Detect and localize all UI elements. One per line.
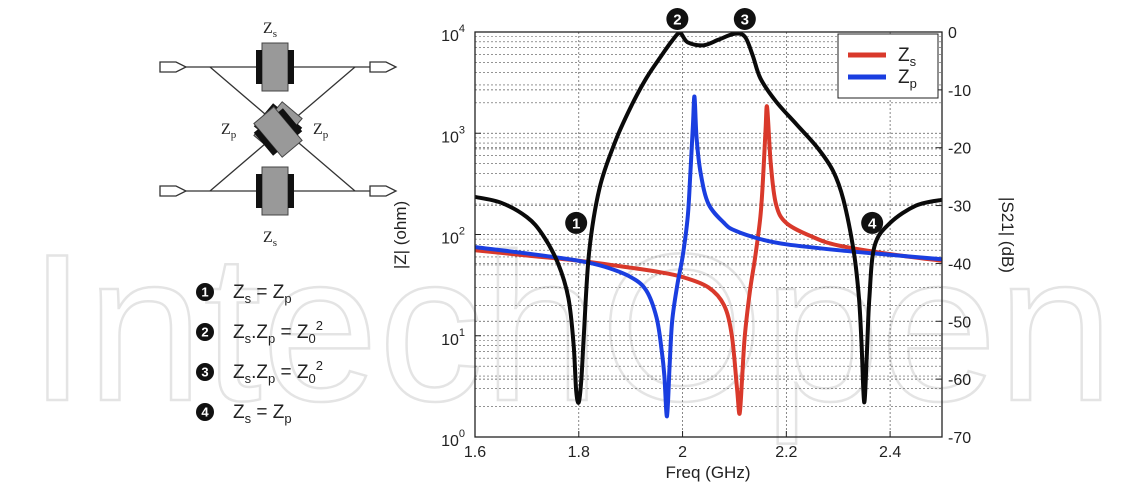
svg-text:Zp: Zp <box>898 67 917 91</box>
resonator-zs-bottom <box>256 166 294 216</box>
x-tick-label: 1.6 <box>464 444 486 461</box>
y-right-tick-label: 0 <box>948 25 957 42</box>
svg-text:Zs = Zp: Zs = Zp <box>233 402 292 426</box>
x-axis-label: Freq (GHz) <box>666 463 751 482</box>
y-axis-left-label: |Z| (ohm) <box>391 201 410 269</box>
chart-ticks: 1.6 1.8 2 2.2 2.4 100 101 102 103 104 0 -10 -20 -30 -4… <box>441 23 971 461</box>
y-left-tick-label: 104 <box>441 23 465 45</box>
port-top-right <box>369 61 398 73</box>
y-right-tick-label: -40 <box>948 256 971 273</box>
condition-item-1: 1 Zs = Zp <box>196 282 292 306</box>
y-left-tick-label: 102 <box>441 226 465 248</box>
legend-entry-zs: Zs <box>848 45 917 69</box>
legend-entry-zp: Zp <box>848 67 917 91</box>
y-axis-right-label: |S21| (dB) <box>998 197 1017 273</box>
svg-text:2: 2 <box>201 325 208 340</box>
label-zs-bottom: Zs <box>263 229 277 249</box>
condition-item-3: 3 Zs.Zp = Z02 <box>196 358 323 386</box>
x-tick-label: 2 <box>678 444 687 461</box>
label-zp-right: Zp <box>313 121 329 141</box>
resonator-zs-top <box>256 42 294 92</box>
chart-marker-1: 1 <box>565 211 588 234</box>
y-right-tick-label: -30 <box>948 199 971 216</box>
svg-text:3: 3 <box>741 12 749 29</box>
resonance-conditions-list: 1 Zs = Zp 2 Zs.Zp = Z02 3 Zs.Zp = Z02 4 Zs = Zp <box>196 282 323 426</box>
svg-text:4: 4 <box>201 405 209 420</box>
y-right-tick-label: -20 <box>948 141 971 158</box>
port-bottom-right <box>369 185 398 197</box>
svg-text:Zs.Zp = Z02: Zs.Zp = Z02 <box>233 318 323 346</box>
svg-text:Zs = Zp: Zs = Zp <box>233 282 292 306</box>
port-bottom-left <box>159 185 188 197</box>
svg-text:Zs: Zs <box>898 45 917 69</box>
impedance-chart: 1.6 1.8 2 2.2 2.4 100 101 102 103 104 0 -10 -20 -30 -4… <box>391 8 1017 482</box>
y-left-tick-label: 100 <box>441 428 465 450</box>
condition-item-4: 4 Zs = Zp <box>196 402 292 426</box>
label-zs-top: Zs <box>263 20 277 40</box>
x-tick-label: 1.8 <box>568 444 590 461</box>
y-right-tick-label: -70 <box>948 430 971 447</box>
chart-marker-4: 4 <box>861 211 884 234</box>
chart-grid <box>475 32 942 437</box>
svg-text:Zs.Zp = Z02: Zs.Zp = Z02 <box>233 358 323 386</box>
svg-text:1: 1 <box>572 215 580 232</box>
x-tick-label: 2.2 <box>775 444 797 461</box>
svg-text:4: 4 <box>868 215 877 232</box>
y-left-tick-label: 103 <box>441 124 465 146</box>
legend-box <box>837 33 939 99</box>
lattice-circuit-diagram: Zs Zs Zp Zp <box>159 20 398 249</box>
port-top-left <box>159 61 188 73</box>
svg-text:2: 2 <box>673 12 681 29</box>
y-left-tick-label: 101 <box>441 327 465 349</box>
chart-markers: 1 2 3 4 <box>565 8 884 234</box>
series-line-zp <box>475 94 942 419</box>
x-tick-label: 2.4 <box>879 444 901 461</box>
svg-text:3: 3 <box>201 365 208 380</box>
label-zp-left: Zp <box>221 121 237 141</box>
series-line-s21 <box>475 32 942 405</box>
chart-series <box>475 32 942 419</box>
y-right-tick-label: -10 <box>948 83 971 100</box>
resonator-zp-b <box>253 106 303 158</box>
svg-text:1: 1 <box>201 285 208 300</box>
y-right-tick-label: -60 <box>948 372 971 389</box>
chart-marker-2: 2 <box>666 8 689 30</box>
series-line-zs <box>475 104 942 416</box>
chart-marker-3: 3 <box>733 8 756 30</box>
y-right-tick-label: -50 <box>948 314 971 331</box>
condition-item-2: 2 Zs.Zp = Z02 <box>196 318 323 346</box>
